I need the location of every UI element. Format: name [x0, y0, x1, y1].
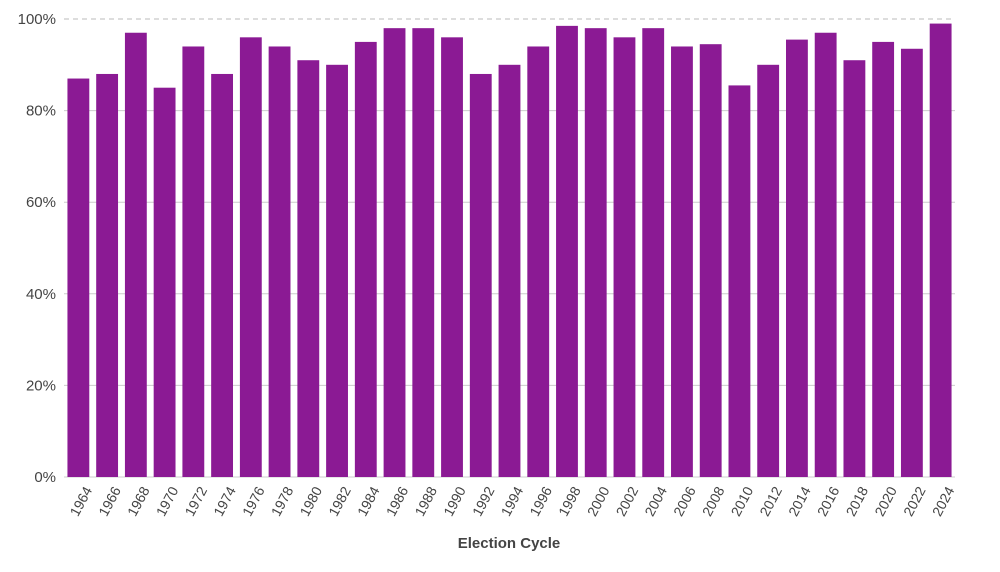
x-tick-label: 1990	[440, 484, 469, 519]
y-tick-label: 60%	[26, 194, 56, 211]
x-tick-label: 1974	[210, 484, 239, 519]
bar-2024	[929, 23, 952, 478]
bar-1972	[182, 46, 205, 477]
bar-2020	[872, 41, 895, 478]
bar-1988	[412, 28, 435, 477]
x-tick-label: 1978	[268, 484, 297, 519]
bar-2002	[613, 37, 636, 477]
x-tick-label: 1966	[95, 484, 124, 519]
x-tick-label: 2008	[699, 484, 728, 519]
bar-1974	[211, 73, 234, 478]
bar-2008	[699, 44, 722, 477]
x-axis-title: Election Cycle	[458, 535, 561, 552]
x-tick-label: 2020	[871, 484, 900, 519]
bar-1990	[441, 37, 463, 477]
x-tick-label: 1968	[124, 484, 153, 519]
x-tick-label: 2014	[785, 484, 814, 519]
x-tick-label: 1970	[153, 484, 182, 519]
x-tick-label: 1994	[498, 484, 527, 519]
x-tick-label: 1984	[354, 484, 383, 519]
bar-1964	[67, 78, 90, 477]
y-tick-label: 0%	[34, 469, 56, 486]
bar-2000	[584, 28, 607, 477]
bar-2018	[843, 60, 866, 477]
x-tick-label: 1988	[411, 484, 440, 519]
bar-2012	[757, 64, 780, 478]
x-tick-label: 2002	[613, 484, 642, 519]
bar-1980	[297, 60, 320, 477]
bar-1994	[498, 64, 521, 478]
x-tick-label: 1972	[181, 484, 210, 519]
y-tick-label: 20%	[26, 377, 56, 394]
bar-2016	[814, 32, 837, 478]
x-tick-label: 1980	[296, 484, 325, 519]
x-tick-label: 2012	[756, 484, 785, 519]
bar-2006	[671, 46, 693, 477]
x-tick-label: 1992	[469, 484, 498, 519]
x-tick-label: 1964	[66, 484, 95, 519]
x-axis-ticks: 1964 1966 1968 1970 1972 1974 1976 1978 1980 1982…	[66, 484, 957, 519]
bar-1970	[153, 87, 176, 477]
y-tick-label: 80%	[26, 103, 56, 120]
bar-1966	[96, 73, 119, 478]
x-tick-label: 2004	[641, 484, 670, 519]
bar-1996	[527, 46, 550, 477]
x-tick-label: 2022	[900, 484, 929, 519]
bar-1976	[239, 37, 262, 477]
y-tick-label: 40%	[26, 286, 56, 303]
bar-1982	[326, 64, 348, 478]
x-tick-label: 1976	[239, 484, 268, 519]
bar-2004	[642, 28, 665, 477]
bar-1986	[383, 28, 406, 477]
bar-1984	[354, 41, 377, 478]
x-tick-label: 1998	[555, 484, 584, 519]
bar-2010	[728, 85, 751, 477]
bar-1992	[469, 73, 492, 478]
x-tick-label: 1982	[325, 484, 354, 519]
x-tick-label: 2018	[842, 484, 871, 519]
bar-1978	[268, 46, 291, 477]
x-tick-label: 2024	[929, 484, 958, 519]
x-tick-label: 2000	[584, 484, 613, 519]
x-tick-label: 2010	[728, 484, 757, 519]
bars	[67, 23, 952, 478]
y-axis-ticks: 0% 20% 40% 60% 80% 100%	[18, 11, 56, 486]
bar-1968	[124, 32, 147, 478]
x-tick-label: 1996	[526, 484, 555, 519]
bar-2014	[785, 39, 808, 478]
bar-1998	[556, 25, 578, 478]
y-tick-label: 100%	[18, 11, 56, 28]
x-tick-label: 2006	[670, 484, 699, 519]
x-tick-label: 2016	[814, 484, 843, 519]
bar-2022	[900, 48, 923, 478]
x-tick-label: 1986	[383, 484, 412, 519]
